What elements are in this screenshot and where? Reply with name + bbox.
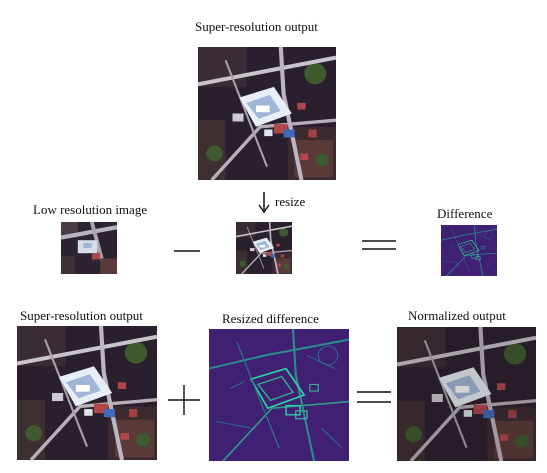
resized-difference-label: Resized difference: [222, 311, 319, 326]
bottom-sr-output-label: Super-resolution output: [20, 308, 143, 323]
normalized-output-image: [397, 327, 536, 461]
top-sr-output-image: [198, 47, 336, 180]
low-resolution-label: Low resolution image: [33, 202, 148, 217]
equals-icon: [357, 390, 391, 409]
resize-label: resize: [275, 194, 306, 209]
plus-icon: [168, 385, 200, 420]
minus-icon: [174, 240, 200, 258]
resized-difference-image: [209, 329, 349, 461]
arrow-down-icon: [257, 190, 271, 221]
top-sr-output-title: Super-resolution output: [195, 19, 318, 34]
normalized-output-label: Normalized output: [408, 308, 506, 323]
low-resolution-image: [61, 222, 117, 274]
bottom-sr-output-image: [17, 326, 157, 460]
resized-sr-image: [236, 222, 292, 274]
difference-image: [441, 225, 497, 276]
equals-icon: [362, 238, 396, 256]
difference-label: Difference: [437, 206, 493, 221]
